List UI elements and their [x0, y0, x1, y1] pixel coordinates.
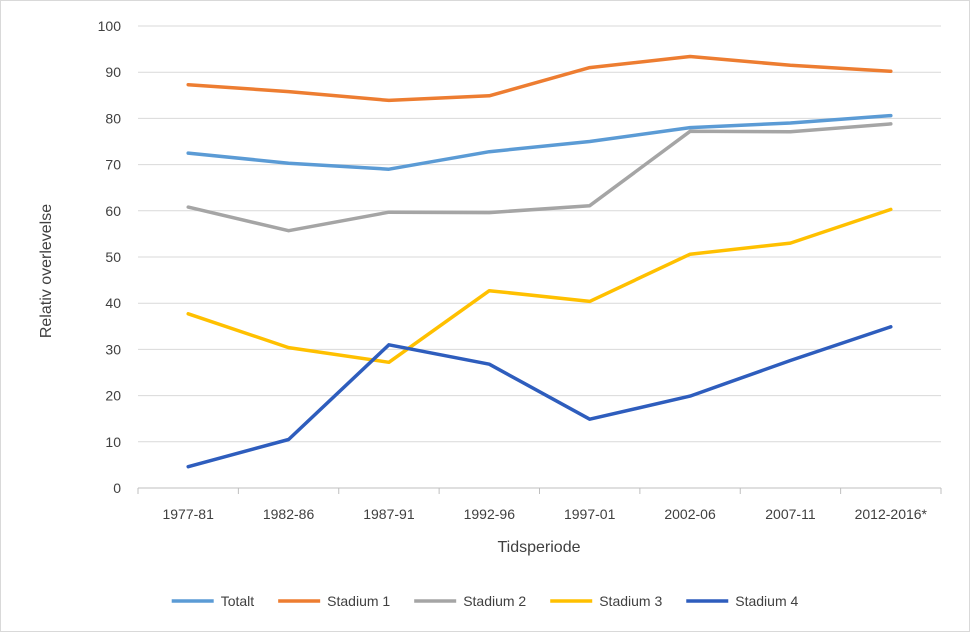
x-tick-label: 2012-2016*: [855, 506, 928, 522]
y-tick-label: 80: [105, 110, 121, 126]
x-axis: [137, 487, 942, 494]
x-tick-label: 1992-96: [464, 506, 516, 522]
series-line-stadium-1: [186, 54, 893, 103]
y-tick-label: 60: [105, 203, 121, 219]
series-line-totalt: [186, 113, 893, 171]
x-axis-title: Tidsperiode: [497, 539, 580, 556]
x-tick-label: 1987-91: [363, 506, 415, 522]
series-line-stadium-2: [186, 122, 893, 233]
legend-label: Totalt: [221, 593, 255, 609]
x-tick-label: 1997-01: [564, 506, 616, 522]
legend-item-stadium-1: Stadium 1: [278, 593, 390, 609]
legend-label: Stadium 3: [599, 593, 662, 609]
legend-item-stadium-2: Stadium 2: [414, 593, 526, 609]
y-tick-label: 20: [105, 388, 121, 404]
y-tick-label: 70: [105, 157, 121, 173]
y-tick-label: 90: [105, 64, 121, 80]
y-tick-label: 100: [98, 18, 122, 34]
y-tick-label: 0: [113, 480, 121, 496]
y-tick-label: 10: [105, 434, 121, 450]
legend-label: Stadium 4: [735, 593, 798, 609]
y-axis-ticks: 0 10 20 30 40 50 60 70 80 90 100: [98, 18, 122, 496]
legend-label: Stadium 1: [327, 593, 390, 609]
x-tick-label: 2007-11: [765, 506, 816, 522]
legend-item-stadium-4: Stadium 4: [686, 593, 799, 609]
y-tick-label: 30: [105, 341, 121, 357]
series-lines: [186, 54, 893, 469]
series-line-stadium-3: [186, 207, 893, 365]
x-axis-ticks: 1977-81 1982-86 1987-91 1992-96 1997-01 2002-…: [162, 506, 927, 522]
y-axis-title: Relativ overlevelse: [38, 204, 55, 338]
y-tick-label: 40: [105, 295, 121, 311]
legend-label: Stadium 2: [463, 593, 526, 609]
x-tick-label: 2002-06: [664, 506, 716, 522]
y-tick-label: 50: [105, 249, 121, 265]
legend-item-stadium-3: Stadium 3: [550, 593, 662, 609]
legend: Totalt Stadium 1 Stadium 2 Stadium 3 Stadium…: [171, 593, 799, 609]
legend-item-totalt: Totalt: [171, 593, 255, 609]
series-line-stadium-4: [186, 325, 893, 469]
x-tick-label: 1982-86: [263, 506, 315, 522]
x-tick-label: 1977-81: [162, 506, 214, 522]
